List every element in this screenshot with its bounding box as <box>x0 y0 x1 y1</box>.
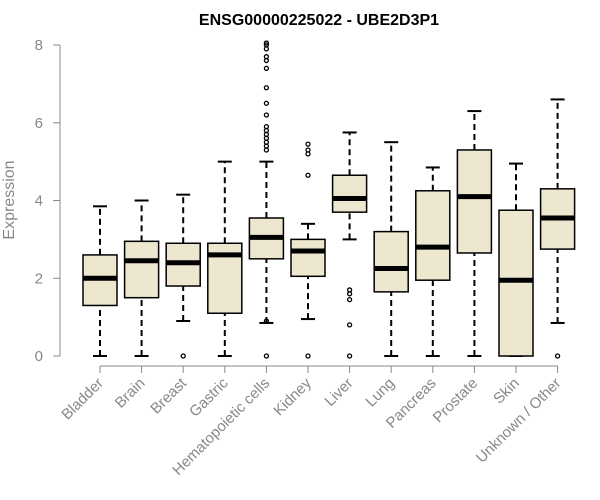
outlier-point <box>346 353 353 359</box>
outlier-point <box>263 65 270 71</box>
outlier-point <box>305 172 311 178</box>
outlier-point <box>554 353 561 359</box>
box-skin <box>498 162 534 357</box>
outlier-point <box>263 353 270 359</box>
outlier-point <box>263 85 270 91</box>
outlier-point <box>263 40 270 46</box>
outlier-point <box>305 353 311 359</box>
x-tick-label: Lung <box>362 375 398 411</box>
x-tick-label: Breast <box>147 374 190 417</box>
outlier-point <box>263 123 270 130</box>
x-tick-label: Kidney <box>270 374 315 419</box>
box-brain <box>123 199 160 357</box>
y-tick-label: 8 <box>35 37 43 54</box>
box-iqr <box>415 190 451 281</box>
box-breast <box>165 193 201 359</box>
x-tick-label: Bladder <box>58 375 107 424</box>
box-prostate <box>456 110 493 357</box>
box-kidney <box>290 141 326 359</box>
outlier-point <box>346 287 353 293</box>
box-unknown-other <box>539 98 576 359</box>
box-iqr <box>331 174 368 213</box>
plot-area <box>82 40 576 359</box>
outlier-point <box>180 353 186 359</box>
outlier-point <box>305 147 311 153</box>
x-tick-label: Prostate <box>430 375 482 427</box>
box-iqr <box>456 149 493 254</box>
box-hematopoietic-cells <box>248 40 285 359</box>
outlier-point <box>263 112 270 118</box>
outlier-point <box>346 322 353 328</box>
outlier-point <box>263 54 270 60</box>
x-tick-label: Skin <box>490 375 523 408</box>
box-iqr <box>373 230 409 293</box>
box-pancreas <box>415 166 451 357</box>
y-tick-label: 2 <box>35 270 43 287</box>
box-liver <box>331 131 368 359</box>
y-axis-label: Expression <box>1 160 18 239</box>
box-bladder <box>82 205 118 357</box>
outlier-point <box>263 42 270 48</box>
y-tick-label: 4 <box>35 193 43 210</box>
outlier-point <box>263 318 270 324</box>
box-iqr <box>123 240 160 299</box>
x-tick-label: Brain <box>112 375 149 412</box>
outlier-point <box>305 141 311 147</box>
outlier-point <box>263 100 270 106</box>
box-gastric <box>207 160 243 357</box>
y-axis: 0 2 4 6 8 <box>35 37 61 365</box>
box-iqr <box>290 238 326 278</box>
chart-title: ENSG00000225022 - UBE2D3P1 <box>199 12 439 29</box>
box-iqr <box>498 209 534 357</box>
y-tick-label: 6 <box>35 115 43 132</box>
box-lung <box>373 141 409 357</box>
outlier-point <box>346 296 353 303</box>
y-tick-label: 0 <box>35 348 43 365</box>
x-tick-label: Liver <box>321 375 356 410</box>
